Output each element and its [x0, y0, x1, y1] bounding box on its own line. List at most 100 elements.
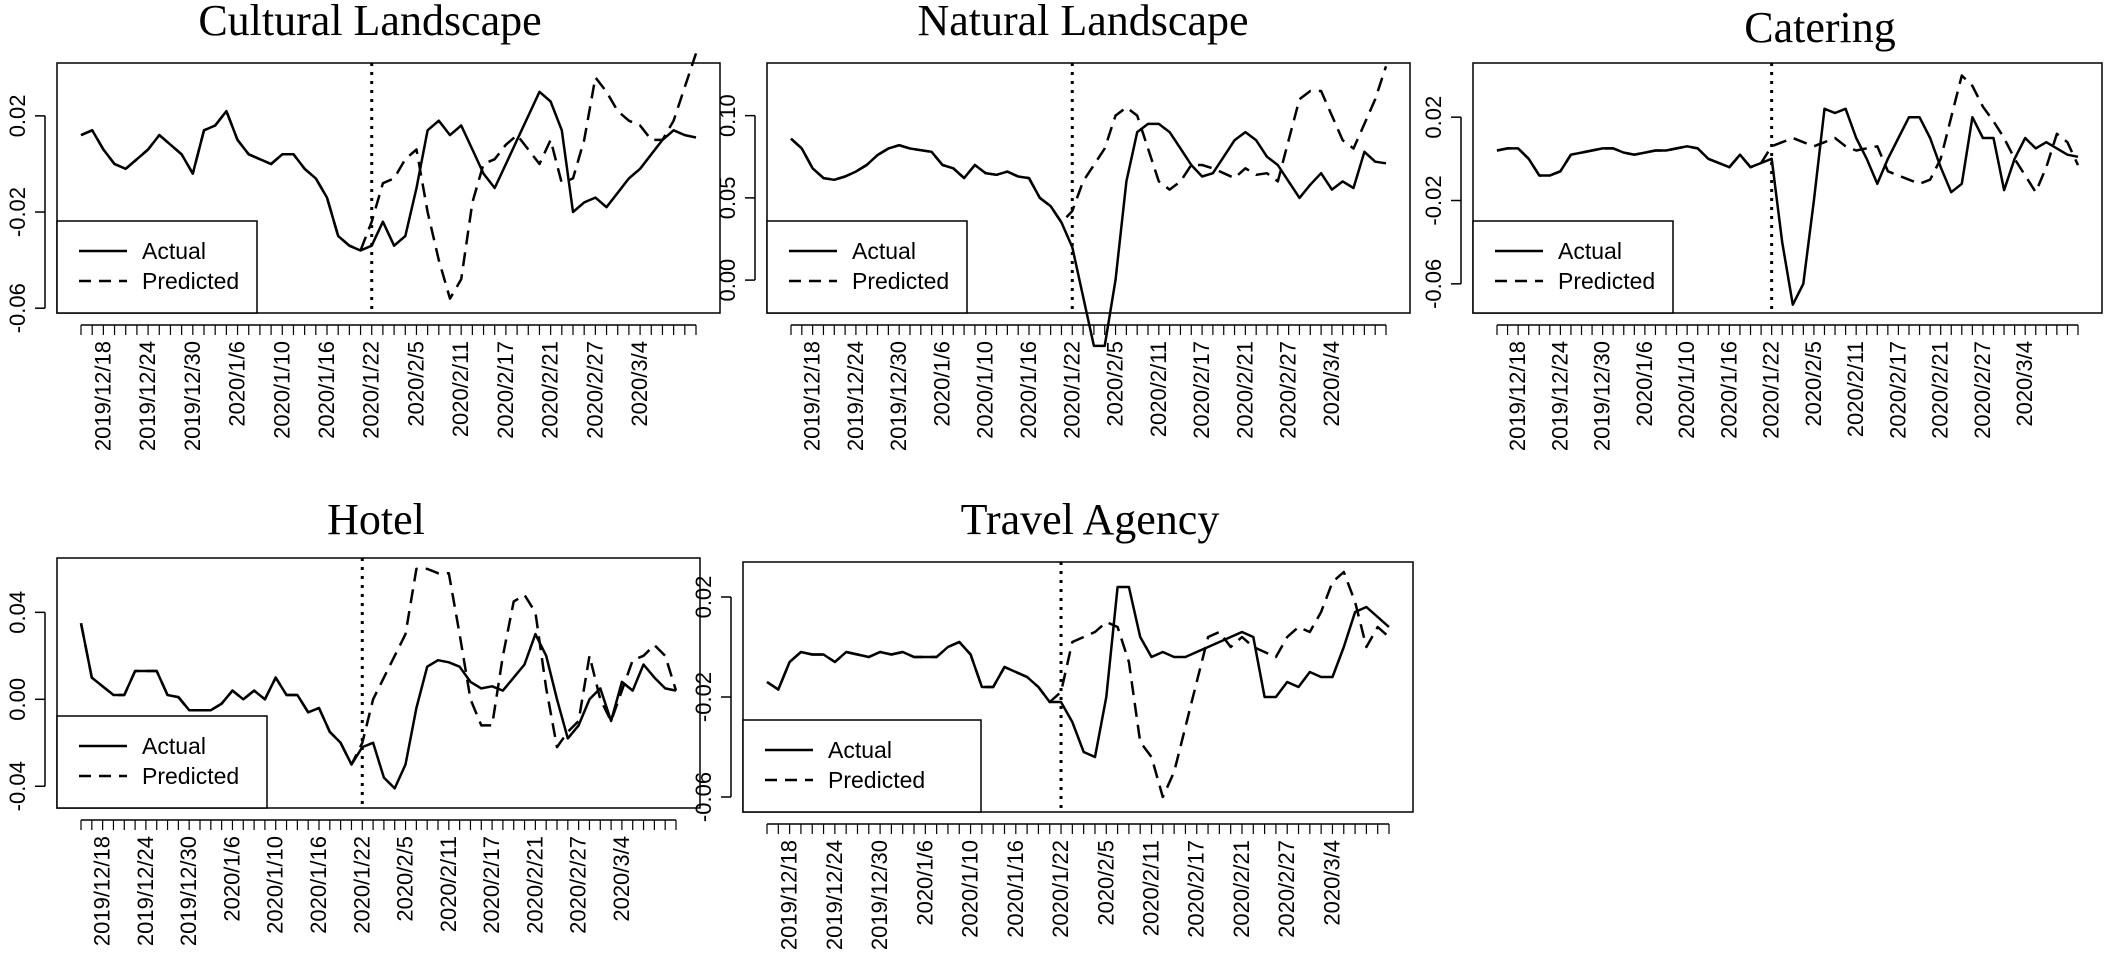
legend-label: Predicted	[828, 767, 925, 793]
chart-panel: Travel Agency -0.06 -0.02 0.02 2019/12/18 201…	[691, 495, 1414, 950]
x-tick-label: 2020/1/6	[1632, 341, 1657, 427]
y-tick-label: 0.02	[5, 94, 30, 137]
x-tick-label: 2020/3/4	[1319, 840, 1344, 926]
y-tick-label: -0.06	[691, 772, 716, 822]
legend-label: Actual	[142, 733, 206, 759]
x-tick-label: 2019/12/24	[843, 341, 868, 451]
legend-label: Predicted	[142, 763, 239, 789]
series-line-actual	[790, 122, 1387, 348]
legend-label: Predicted	[852, 268, 949, 294]
x-tick-label: 2020/2/21	[1928, 341, 1953, 439]
x-tick-label: 2020/2/11	[1843, 341, 1868, 437]
x-tick-label: 2020/2/27	[582, 341, 607, 439]
x-tick-label: 2020/1/22	[1059, 341, 1084, 439]
x-tick-label: 2020/3/4	[1319, 341, 1344, 427]
y-tick-label: 0.00	[715, 259, 740, 302]
x-tick-label: 2020/1/10	[973, 341, 998, 439]
series-line-predicted	[79, 567, 678, 766]
x-tick-label: 2020/3/4	[609, 836, 634, 922]
x-tick-label: 2019/12/18	[90, 836, 115, 946]
plot-frame	[1472, 62, 2103, 314]
chart-panel: Catering -0.06 -0.02 0.02 2019/12/18 2019/12/…	[1421, 3, 2103, 451]
x-tick-label: 2020/2/11	[436, 836, 461, 932]
legend-label: Actual	[142, 238, 206, 264]
x-tick-label: 2019/12/30	[180, 341, 205, 451]
x-tick-label: 2019/12/18	[800, 341, 825, 451]
panel-title: Catering	[1744, 3, 1896, 52]
x-tick-label: 2020/2/27	[1276, 341, 1301, 439]
x-tick-label: 2020/2/11	[1146, 341, 1171, 437]
x-tick-label: 2020/2/5	[1093, 840, 1118, 926]
y-tick-label: 0.00	[5, 678, 30, 721]
x-tick-label: 2019/12/24	[135, 341, 160, 451]
x-tick-label: 2020/2/11	[448, 341, 473, 437]
legend-label: Predicted	[1558, 268, 1655, 294]
x-tick-label: 2019/12/18	[1505, 341, 1530, 451]
legend-label: Actual	[852, 238, 916, 264]
y-tick-label: 0.04	[5, 591, 30, 634]
plot-frame	[766, 62, 1411, 314]
legend-label: Actual	[1558, 238, 1622, 264]
panel-title: Hotel	[327, 495, 425, 544]
series-line-predicted	[766, 570, 1390, 799]
legend-box	[742, 719, 982, 813]
x-tick-label: 2020/2/21	[1229, 840, 1254, 938]
x-tick-label: 2020/1/10	[958, 840, 983, 938]
x-tick-label: 2020/1/22	[1048, 840, 1073, 938]
y-tick-label: -0.02	[691, 672, 716, 722]
x-tick-label: 2020/1/6	[912, 840, 937, 926]
x-tick-label: 2020/1/10	[1674, 341, 1699, 439]
y-tick-label: 0.02	[691, 576, 716, 619]
legend-box	[1472, 220, 1674, 314]
x-tick-label: 2020/2/17	[1885, 341, 1910, 439]
x-tick-label: 2020/1/22	[359, 341, 384, 439]
x-tick-label: 2019/12/30	[886, 341, 911, 451]
chart-panel: Cultural Landscape -0.06 -0.02 0.02 2019/12/…	[5, 0, 721, 451]
x-tick-label: 2019/12/24	[822, 840, 847, 950]
panel-title: Cultural Landscape	[198, 0, 541, 45]
x-tick-label: 2019/12/18	[777, 840, 802, 950]
y-tick-label: -0.06	[1421, 259, 1446, 309]
x-tick-label: 2019/12/18	[90, 341, 115, 451]
chart-panel: Hotel -0.04 0.00 0.04 2019/12/18 2019/12/24 20…	[5, 495, 701, 946]
x-tick-label: 2020/1/22	[349, 836, 374, 934]
x-tick-label: 2020/2/5	[1801, 341, 1826, 427]
x-tick-label: 2020/1/16	[1003, 840, 1028, 938]
series-line-predicted	[80, 53, 698, 300]
y-tick-label: 0.10	[715, 94, 740, 137]
x-tick-label: 2020/2/21	[538, 341, 563, 439]
y-tick-label: -0.06	[5, 283, 30, 333]
series-line-predicted	[1496, 74, 2080, 194]
x-tick-label: 2019/12/30	[1590, 341, 1615, 451]
y-tick-label: 0.05	[715, 176, 740, 219]
chart-panel: Natural Landscape 0.00 0.05 0.10 2019/12/18 2…	[715, 0, 1411, 451]
x-tick-label: 2020/1/6	[219, 836, 244, 922]
panel-title: Travel Agency	[961, 495, 1220, 544]
x-tick-label: 2020/2/11	[1139, 840, 1164, 936]
x-tick-label: 2019/12/24	[1547, 341, 1572, 451]
x-tick-label: 2020/1/10	[263, 836, 288, 934]
x-tick-label: 2019/12/24	[133, 836, 158, 946]
series-line-predicted	[790, 65, 1388, 224]
x-tick-label: 2020/1/16	[314, 341, 339, 439]
x-tick-label: 2020/2/27	[1274, 840, 1299, 938]
y-tick-label: -0.04	[5, 761, 30, 811]
legend-label: Actual	[828, 737, 892, 763]
x-tick-label: 2020/2/17	[493, 341, 518, 439]
x-tick-label: 2020/2/17	[1189, 341, 1214, 439]
x-tick-label: 2020/3/4	[627, 341, 652, 427]
x-tick-label: 2020/1/16	[1716, 341, 1741, 439]
x-tick-label: 2020/2/17	[1184, 840, 1209, 938]
x-tick-label: 2020/2/17	[479, 836, 504, 934]
plot-frame	[56, 62, 721, 314]
x-tick-label: 2019/12/30	[176, 836, 201, 946]
x-tick-label: 2019/12/30	[867, 840, 892, 950]
x-tick-label: 2020/1/6	[225, 341, 250, 427]
x-tick-label: 2020/2/21	[522, 836, 547, 934]
x-tick-label: 2020/2/27	[1970, 341, 1995, 439]
x-tick-label: 2020/2/21	[1232, 341, 1257, 439]
x-tick-label: 2020/1/16	[306, 836, 331, 934]
y-tick-label: 0.02	[1421, 96, 1446, 139]
x-tick-label: 2020/3/4	[2012, 341, 2037, 427]
